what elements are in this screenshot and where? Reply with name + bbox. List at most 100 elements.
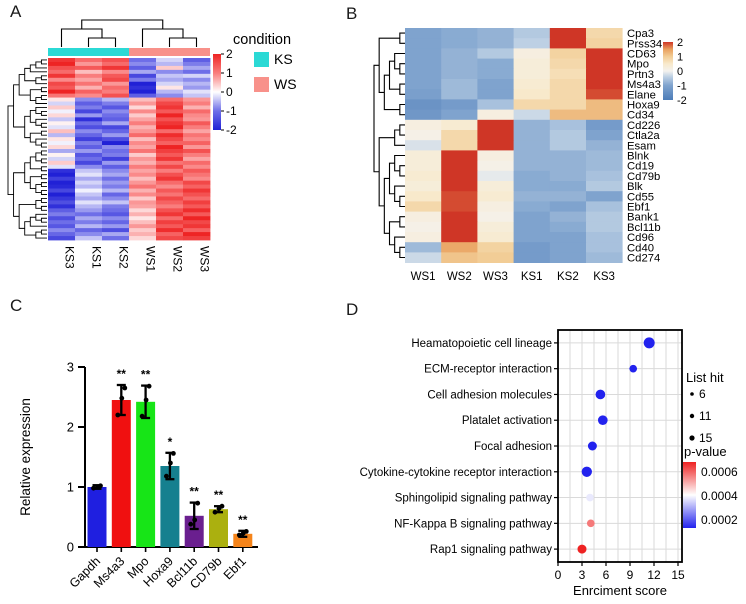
dendrogram-branch	[394, 129, 405, 146]
heatmap-cell	[129, 208, 157, 213]
heatmap-cell	[183, 121, 211, 126]
heatmap-cell	[549, 201, 587, 212]
heatmap-cell	[405, 68, 442, 80]
size-legend-label: 6	[699, 387, 706, 401]
heatmap-cell	[75, 101, 103, 106]
heatmap-cell	[48, 172, 76, 178]
gene-label: Mpo	[627, 59, 649, 71]
heatmap-cell	[75, 204, 103, 209]
heatmap-cell	[102, 180, 130, 186]
heatmap-cell	[183, 188, 211, 193]
heatmap-cell	[129, 172, 157, 178]
heatmap-cell	[586, 201, 623, 212]
heatmap-cell	[586, 221, 623, 233]
dendrogram-branch	[394, 185, 405, 202]
gene-label: CD63	[627, 49, 656, 61]
gene-label: Cd79b	[627, 171, 660, 183]
heatmap-cell	[405, 170, 442, 182]
gene-label: Cd96	[627, 232, 654, 244]
heatmap-cell	[129, 176, 157, 182]
pathway-label: Cell adhesion molecules	[427, 389, 552, 401]
column-dendrogram	[60, 19, 198, 47]
heatmap-cell	[586, 99, 623, 110]
heatmap-cell	[441, 119, 478, 131]
heatmap-cell	[183, 101, 211, 106]
heatmap-cell	[129, 109, 157, 114]
heatmap-cell	[441, 232, 478, 243]
colorbar-tick-label: -2	[226, 123, 237, 137]
heatmap-cell	[405, 99, 442, 110]
x-axis-title: Enrciment score	[573, 583, 667, 598]
heatmap-cell	[102, 93, 130, 98]
heatmap-cell	[48, 156, 76, 162]
heatmap-cell	[586, 28, 623, 39]
heatmap-cell	[102, 81, 130, 87]
heatmap-cell	[586, 119, 623, 131]
heatmap-cell	[48, 101, 76, 106]
annotation-ks	[48, 48, 129, 56]
heatmap-cell	[183, 58, 211, 63]
gene-label: Blk	[627, 181, 643, 193]
panel-a-clustered-heatmap: KS3 KS1 KS2 WS1 WS2 WS3 2 1 0 -1 -2 condition KS WS	[7, 19, 297, 272]
heatmap-cell	[549, 170, 587, 182]
heatmap-cell	[549, 38, 587, 49]
heatmap-cell	[102, 85, 130, 91]
x-category-label: Ebf1	[221, 554, 249, 582]
panel-b-gene-heatmap: Cpa3Prss34CD63MpoPrtn3Ms4a3ElaneHoxa9Cd3…	[373, 28, 687, 283]
heatmap-cell	[405, 191, 442, 202]
heatmap-cell	[477, 89, 514, 100]
heatmap-cell	[441, 252, 478, 263]
heatmap-cell	[183, 200, 211, 205]
heatmap-cells	[48, 58, 211, 241]
heatmap-cell	[102, 196, 130, 201]
heatmap-cell	[513, 252, 551, 263]
heatmap-cell	[102, 188, 130, 193]
gene-label: Cd55	[627, 191, 654, 203]
heatmap-cell	[156, 204, 184, 209]
dendrogram-branch	[29, 64, 47, 73]
heatmap-cell	[48, 200, 76, 205]
heatmap-cell	[48, 105, 76, 110]
heatmap-cell	[156, 105, 184, 110]
colorbar-tick-label: 0	[677, 66, 683, 78]
heatmap-cell	[156, 168, 184, 174]
heatmap-cell	[48, 109, 76, 114]
heatmap-cell	[513, 160, 551, 172]
dendrogram-branch	[40, 95, 47, 100]
heatmap-cell	[129, 129, 157, 134]
dendrogram-branch	[40, 198, 47, 203]
heatmap-cell	[183, 228, 211, 233]
heatmap-cell	[586, 79, 623, 90]
heatmap-cell	[441, 221, 478, 233]
significance-stars: **	[214, 488, 224, 502]
panel-a-label: A	[10, 2, 22, 21]
heatmap-cell	[129, 192, 157, 197]
heatmap-cell	[75, 65, 103, 71]
heatmap-cell	[129, 113, 157, 118]
heatmap-cell	[549, 242, 587, 253]
heatmap-cell	[75, 105, 103, 110]
heatmap-cell	[75, 97, 103, 102]
colorbar-tick-label: -1	[677, 81, 687, 93]
heatmap-cell	[102, 69, 130, 75]
heatmap-cell	[405, 181, 442, 192]
heatmap-cell	[477, 109, 514, 121]
heatmap-cell	[441, 170, 478, 182]
heatmap-cell	[75, 232, 103, 237]
significance-stars: **	[117, 367, 127, 381]
heatmap-cell	[75, 58, 103, 63]
heatmap-cell	[183, 133, 211, 138]
row-dendrogram	[7, 59, 47, 239]
heatmap-cell	[513, 89, 551, 100]
heatmap-cell	[477, 38, 514, 49]
heatmap-cell	[156, 196, 184, 201]
heatmap-cell	[48, 133, 76, 138]
dendrogram-branch	[40, 87, 47, 93]
heatmap-cell	[75, 129, 103, 134]
column-label: KS1	[90, 246, 104, 269]
heatmap-cell	[75, 61, 103, 67]
heatmap-cell	[156, 216, 184, 221]
heatmap-cell	[183, 224, 211, 229]
pvalue-tick-label: 0.0002	[701, 513, 738, 527]
heatmap-cell	[48, 228, 76, 233]
